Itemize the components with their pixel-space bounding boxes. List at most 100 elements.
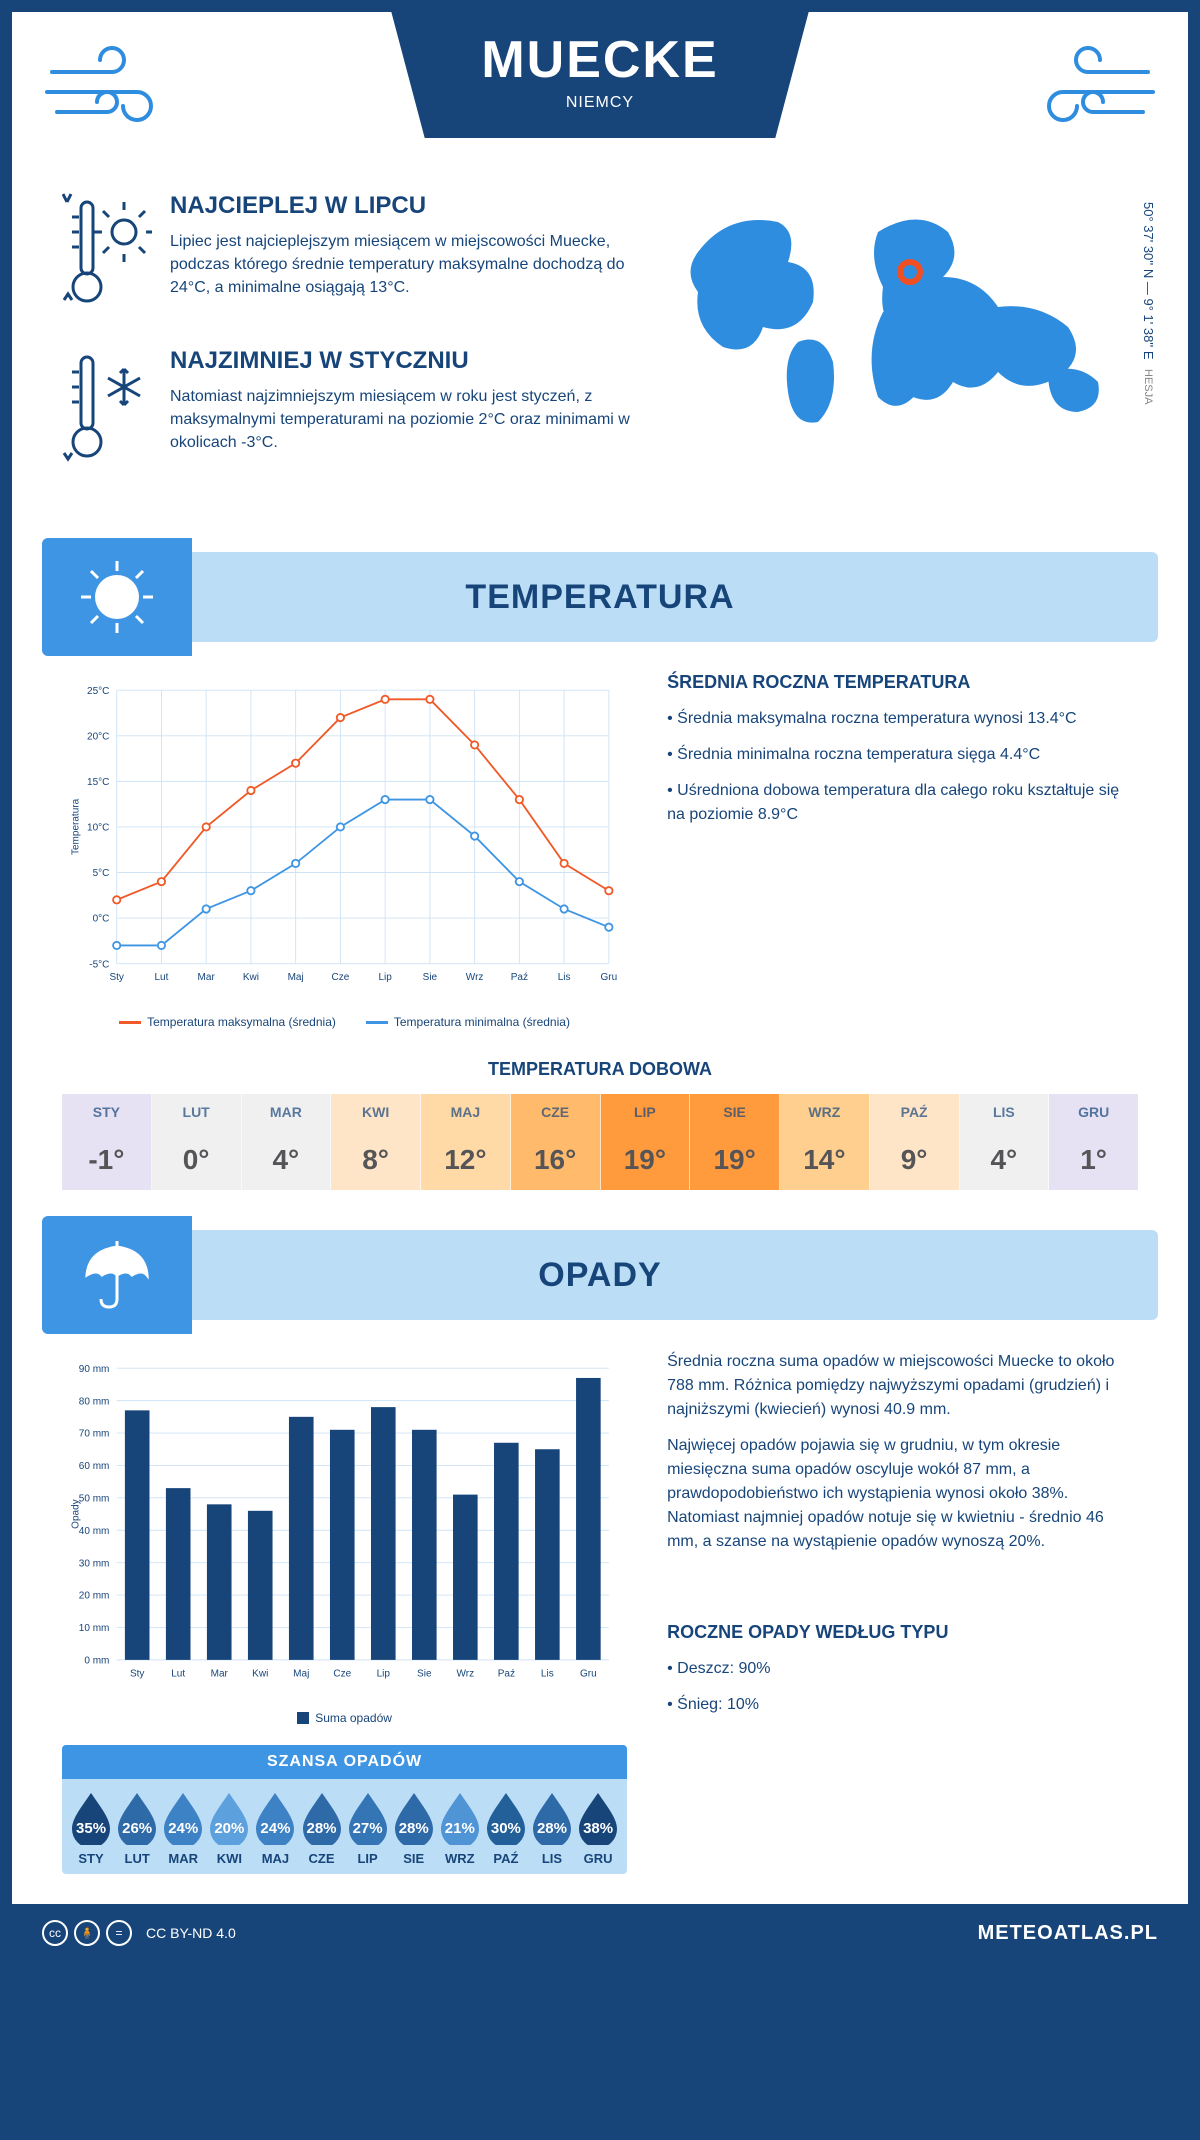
cc-icon: cc: [42, 1920, 68, 1946]
drop-icon: 38%: [575, 1791, 621, 1845]
svg-text:Lut: Lut: [154, 972, 168, 983]
svg-text:15°C: 15°C: [87, 777, 109, 788]
daily-month: LIP: [601, 1094, 690, 1130]
chance-value: 30%: [483, 1820, 529, 1837]
daily-month: LUT: [152, 1094, 241, 1130]
umbrella-icon: [42, 1216, 192, 1334]
chance-cell: 28%CZE: [298, 1791, 344, 1866]
temperature-title: TEMPERATURA: [465, 578, 734, 617]
precip-legend: Suma opadów: [62, 1711, 627, 1725]
chance-value: 28%: [529, 1820, 575, 1837]
temp-bullet: • Średnia maksymalna roczna temperatura …: [667, 707, 1138, 731]
daily-value: 12°: [421, 1130, 510, 1190]
chance-value: 24%: [160, 1820, 206, 1837]
daily-month: SIE: [690, 1094, 779, 1130]
svg-text:20°C: 20°C: [87, 731, 109, 742]
daily-value: 9°: [870, 1130, 959, 1190]
country-subtitle: NIEMCY: [481, 94, 718, 112]
chance-cell: 20%KWI: [206, 1791, 252, 1866]
chance-month: WRZ: [437, 1851, 483, 1866]
svg-text:Lut: Lut: [171, 1668, 185, 1679]
world-map-block: 50° 37' 30'' N — 9° 1' 38'' E HESJA: [678, 192, 1138, 502]
svg-text:Paź: Paź: [498, 1668, 515, 1679]
precip-type-title: ROCZNE OPADY WEDŁUG TYPU: [667, 1622, 1138, 1643]
daily-value: 19°: [601, 1130, 690, 1190]
daily-cell: WRZ14°: [780, 1094, 870, 1190]
drop-icon: 28%: [391, 1791, 437, 1845]
chance-value: 38%: [575, 1820, 621, 1837]
svg-text:Mar: Mar: [211, 1668, 229, 1679]
drop-icon: 27%: [345, 1791, 391, 1845]
daily-cell: GRU1°: [1049, 1094, 1138, 1190]
daily-value: -1°: [62, 1130, 151, 1190]
daily-cell: PAŹ9°: [870, 1094, 960, 1190]
chance-month: LIS: [529, 1851, 575, 1866]
license-text: CC BY-ND 4.0: [146, 1925, 236, 1941]
temperature-chart: -5°C0°C5°C10°C15°C20°C25°CStyLutMarKwiMa…: [62, 672, 627, 1029]
daily-cell: MAJ12°: [421, 1094, 511, 1190]
daily-month: PAŹ: [870, 1094, 959, 1130]
drop-icon: 24%: [160, 1791, 206, 1845]
chance-cell: 21%WRZ: [437, 1791, 483, 1866]
svg-text:Sie: Sie: [423, 972, 438, 983]
type-item: • Deszcz: 90%: [667, 1657, 1138, 1681]
drop-icon: 35%: [68, 1791, 114, 1845]
svg-text:Cze: Cze: [331, 972, 349, 983]
daily-cell: STY-1°: [62, 1094, 152, 1190]
precip-p2: Najwięcej opadów pojawia się w grudniu, …: [667, 1434, 1138, 1554]
svg-text:Cze: Cze: [333, 1668, 351, 1679]
chance-title: SZANSA OPADÓW: [62, 1745, 627, 1779]
daily-temp-title: TEMPERATURA DOBOWA: [12, 1059, 1188, 1080]
daily-cell: SIE19°: [690, 1094, 780, 1190]
drop-icon: 28%: [299, 1791, 345, 1845]
svg-text:70 mm: 70 mm: [79, 1429, 110, 1440]
svg-text:Lis: Lis: [558, 972, 571, 983]
daily-value: 16°: [511, 1130, 600, 1190]
legend-min: Temperatura minimalna (średnia): [394, 1015, 570, 1029]
svg-text:10°C: 10°C: [87, 823, 109, 834]
svg-text:30 mm: 30 mm: [79, 1558, 110, 1569]
drop-icon: 26%: [114, 1791, 160, 1845]
header: MUECKE NIEMCY: [12, 12, 1188, 172]
temp-bullet: • Średnia minimalna roczna temperatura s…: [667, 743, 1138, 767]
drop-icon: 28%: [529, 1791, 575, 1845]
precip-header: OPADY: [42, 1230, 1158, 1320]
daily-cell: KWI8°: [331, 1094, 421, 1190]
svg-text:0 mm: 0 mm: [84, 1656, 109, 1667]
daily-month: MAJ: [421, 1094, 510, 1130]
chance-cell: 28% SIE: [391, 1791, 437, 1866]
daily-value: 19°: [690, 1130, 779, 1190]
chance-value: 35%: [68, 1820, 114, 1837]
precip-side: Średnia roczna suma opadów w miejscowośc…: [667, 1350, 1138, 1602]
chance-cell: 27%LIP: [345, 1791, 391, 1866]
drop-icon: 20%: [206, 1791, 252, 1845]
svg-text:Kwi: Kwi: [252, 1668, 268, 1679]
chance-value: 28%: [299, 1820, 345, 1837]
chance-month: LUT: [114, 1851, 160, 1866]
svg-text:90 mm: 90 mm: [79, 1364, 110, 1375]
daily-month: MAR: [242, 1094, 331, 1130]
precip-chart: 0 mm10 mm20 mm30 mm40 mm50 mm60 mm70 mm8…: [62, 1350, 627, 1874]
daily-value: 14°: [780, 1130, 869, 1190]
chance-month: SIE: [391, 1851, 437, 1866]
svg-text:Opady: Opady: [70, 1499, 81, 1529]
hottest-title: NAJCIEPLEJ W LIPCU: [170, 192, 648, 220]
coldest-title: NAJZIMNIEJ W STYCZNIU: [170, 347, 648, 375]
daily-value: 4°: [960, 1130, 1049, 1190]
daily-month: STY: [62, 1094, 151, 1130]
daily-month: GRU: [1049, 1094, 1138, 1130]
daily-month: CZE: [511, 1094, 600, 1130]
daily-month: LIS: [960, 1094, 1049, 1130]
thermometer-snow-icon: [62, 347, 152, 472]
svg-text:Paź: Paź: [511, 972, 528, 983]
svg-text:Mar: Mar: [198, 972, 216, 983]
type-item: • Śnieg: 10%: [667, 1693, 1138, 1717]
chance-month: MAJ: [252, 1851, 298, 1866]
overview-text-col: NAJCIEPLEJ W LIPCU Lipiec jest najcieple…: [62, 192, 648, 502]
chance-cell: 28% LIS: [529, 1791, 575, 1866]
daily-temp-table: STY-1°LUT0°MAR4°KWI8°MAJ12°CZE16°LIP19°S…: [62, 1094, 1138, 1190]
chance-month: PAŹ: [483, 1851, 529, 1866]
overview-section: NAJCIEPLEJ W LIPCU Lipiec jest najcieple…: [12, 172, 1188, 542]
svg-text:Kwi: Kwi: [243, 972, 259, 983]
wind-icon: [42, 42, 182, 142]
